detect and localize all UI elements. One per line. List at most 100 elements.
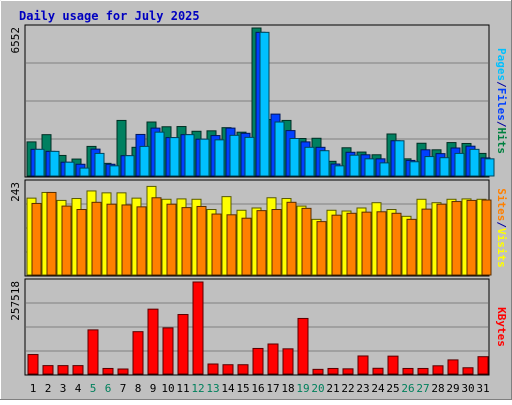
bar-sites — [31, 202, 42, 276]
bar-kbytes — [462, 367, 474, 375]
bar-pages — [484, 158, 495, 177]
bar-kbytes — [117, 368, 129, 375]
day-label: 14 — [221, 382, 235, 395]
bar-pages — [469, 148, 480, 177]
bar-sites — [421, 208, 432, 276]
day-label: 15 — [236, 382, 249, 395]
bar-sites — [166, 203, 177, 276]
bar-kbytes — [312, 368, 324, 375]
legend-entry: Hits — [495, 128, 508, 155]
bar-sites — [316, 221, 327, 276]
bar-kbytes — [132, 331, 144, 375]
legend-entry: Pages — [495, 48, 508, 81]
bar-kbytes — [177, 314, 189, 375]
bar-sites — [61, 205, 72, 276]
legend-entry: Files — [495, 88, 508, 121]
legend-visits-sites: Sites/Visits — [495, 188, 508, 268]
bar-sites — [181, 207, 192, 276]
legend-entry: Visits — [495, 228, 508, 268]
bar-pages — [289, 138, 300, 177]
bar-pages — [379, 162, 390, 177]
legend-hits-files-pages: Pages/Files/Hits — [495, 48, 508, 154]
bar-kbytes — [42, 365, 54, 375]
day-label: 21 — [326, 382, 339, 395]
bar-sites — [91, 201, 102, 276]
bar-pages — [214, 139, 225, 177]
bar-sites — [436, 203, 447, 276]
bar-sites — [226, 214, 237, 276]
bar-sites — [106, 203, 117, 276]
bar-kbytes — [102, 367, 114, 375]
bar-kbytes — [27, 354, 39, 375]
bar-pages — [244, 136, 255, 177]
day-label: 8 — [135, 382, 142, 395]
day-label: 12 — [191, 382, 204, 395]
bar-pages — [364, 158, 375, 177]
day-label: 25 — [386, 382, 399, 395]
day-label: 27 — [416, 382, 429, 395]
day-label: 9 — [150, 382, 157, 395]
bar-pages — [349, 154, 360, 177]
day-label: 6 — [105, 382, 112, 395]
bar-pages — [424, 156, 435, 177]
day-label: 3 — [60, 382, 67, 395]
bar-pages — [259, 31, 270, 177]
bar-pages — [199, 138, 210, 177]
bar-kbytes — [252, 347, 264, 375]
day-label: 18 — [281, 382, 294, 395]
day-label: 11 — [176, 382, 189, 395]
day-label: 23 — [356, 382, 369, 395]
bar-kbytes — [162, 327, 174, 375]
bar-kbytes — [417, 367, 429, 375]
bar-pages — [394, 140, 405, 177]
bar-kbytes — [297, 317, 309, 375]
legend-entry: / — [495, 121, 508, 128]
bar-sites — [406, 218, 417, 276]
bar-kbytes — [147, 308, 159, 375]
bar-pages — [79, 167, 90, 177]
bar-kbytes — [267, 343, 279, 375]
day-label: 26 — [401, 382, 414, 395]
bar-pages — [274, 121, 285, 177]
bar-kbytes — [432, 365, 444, 375]
bar-kbytes — [237, 364, 249, 375]
bar-kbytes — [342, 368, 354, 375]
bar-sites — [346, 212, 357, 276]
day-labels: 1 2 3 4 5 6 7 8 9 10 11 12 13 14 15 16 17 18 19 20 21 22 23 24 2… — [30, 382, 490, 395]
series-pages — [34, 31, 495, 177]
bar-kbytes — [477, 356, 489, 375]
bar-pages — [64, 161, 75, 177]
bar-sites — [196, 205, 207, 276]
day-label: 5 — [90, 382, 97, 395]
panel-kbytes: 257518 KBytes — [9, 278, 508, 376]
bar-sites — [46, 191, 57, 276]
bar-sites — [271, 209, 282, 276]
day-label: 22 — [341, 382, 354, 395]
day-label: 4 — [75, 382, 82, 395]
day-label: 2 — [45, 382, 52, 395]
bar-pages — [49, 150, 60, 177]
bar-sites — [391, 212, 402, 276]
bar-kbytes — [372, 367, 384, 375]
bar-pages — [94, 152, 105, 177]
bar-sites — [481, 199, 492, 276]
day-label: 20 — [311, 382, 324, 395]
bar-pages — [124, 155, 135, 177]
bar-kbytes — [72, 365, 84, 375]
bar-sites — [331, 214, 342, 276]
legend-entry: Sites — [495, 188, 508, 221]
bar-pages — [34, 148, 45, 177]
bar-kbytes — [57, 365, 69, 375]
bar-sites — [241, 217, 252, 276]
day-label: 31 — [476, 382, 489, 395]
day-label: 28 — [431, 382, 444, 395]
series-sites — [31, 191, 492, 276]
bar-sites — [256, 210, 267, 276]
day-label: 16 — [251, 382, 264, 395]
legend-kbytes: KBytes — [495, 307, 508, 347]
bar-sites — [451, 201, 462, 276]
day-label: 24 — [371, 382, 385, 395]
bar-sites — [211, 213, 222, 276]
day-label: 30 — [461, 382, 474, 395]
